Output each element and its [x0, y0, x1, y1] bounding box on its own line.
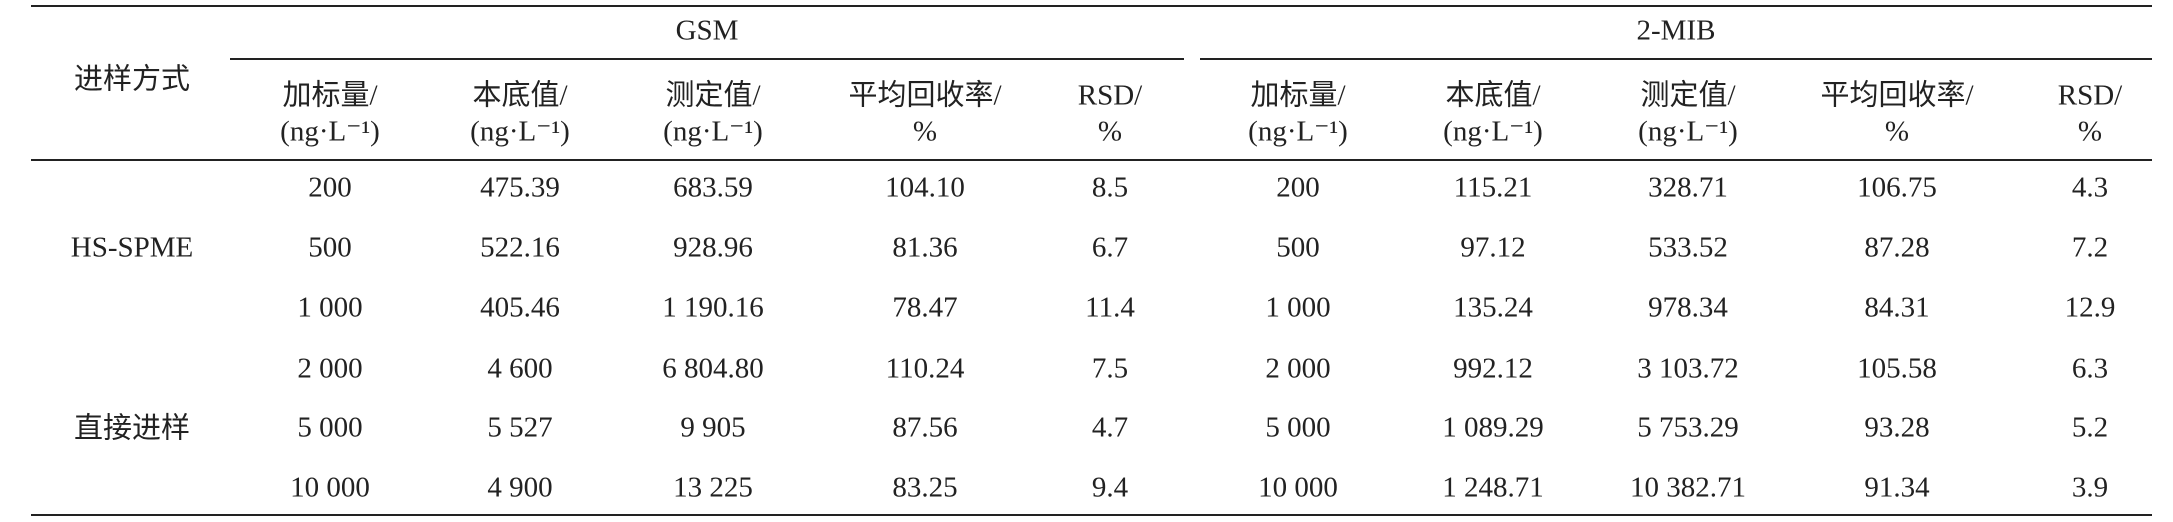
cell: 81.36: [892, 231, 958, 264]
cell: 2 000: [1265, 352, 1331, 385]
cell: 5.2: [2071, 411, 2109, 444]
column-header: %: [2077, 115, 2103, 148]
header-rule: [31, 159, 2152, 161]
column-header: (ng·L⁻¹): [280, 115, 380, 148]
cell: 6.3: [2071, 352, 2109, 385]
cell: 4 600: [487, 352, 553, 385]
column-header: %: [912, 115, 938, 148]
section-label: HS-SPME: [70, 231, 194, 264]
cell: 97.12: [1460, 231, 1526, 264]
cell: 105.58: [1857, 352, 1937, 385]
cell: 6.7: [1091, 231, 1129, 264]
group-rule: [1200, 58, 2152, 60]
column-header: RSD/: [1077, 79, 1143, 112]
top-rule: [31, 5, 2152, 7]
cell: 12.9: [2064, 291, 2116, 324]
column-header: 测定值/: [1640, 79, 1736, 112]
cell: 84.31: [1864, 291, 1930, 324]
cell: 405.46: [480, 291, 560, 324]
cell: 522.16: [480, 231, 560, 264]
cell: 10 000: [1258, 471, 1338, 504]
cell: 91.34: [1864, 471, 1930, 504]
cell: 1 190.16: [662, 291, 764, 324]
cell: 78.47: [892, 291, 958, 324]
column-header: 测定值/: [665, 79, 761, 112]
cell: 93.28: [1864, 411, 1930, 444]
cell: 11.4: [1085, 291, 1135, 324]
cell: 10 000: [290, 471, 370, 504]
cell: 10 382.71: [1630, 471, 1746, 504]
cell: 87.28: [1864, 231, 1930, 264]
bottom-rule: [31, 514, 2152, 516]
cell: 475.39: [480, 171, 560, 204]
cell: 992.12: [1453, 352, 1533, 385]
method-header: 进样方式: [73, 63, 191, 96]
cell: 9.4: [1091, 471, 1129, 504]
cell: 328.71: [1648, 171, 1728, 204]
cell: 5 753.29: [1637, 411, 1739, 444]
cell: 533.52: [1648, 231, 1728, 264]
cell: 500: [308, 231, 352, 264]
cell: 106.75: [1857, 171, 1937, 204]
group-header: 2-MIB: [1636, 14, 1716, 47]
cell: 110.24: [885, 352, 965, 385]
cell: 83.25: [892, 471, 958, 504]
cell: 87.56: [892, 411, 958, 444]
cell: 6 804.80: [662, 352, 764, 385]
group-header: GSM: [675, 14, 739, 47]
column-header: 平均回收率/: [1820, 79, 1974, 112]
group-rule: [230, 58, 1184, 60]
cell: 200: [308, 171, 352, 204]
column-header: %: [1884, 115, 1910, 148]
column-header: (ng·L⁻¹): [663, 115, 763, 148]
section-label: 直接进样: [73, 412, 191, 444]
cell: 2 000: [297, 352, 363, 385]
column-header: RSD/: [2057, 79, 2123, 112]
cell: 683.59: [673, 171, 753, 204]
column-header: 加标量/: [1250, 79, 1346, 112]
cell: 135.24: [1453, 291, 1533, 324]
column-header: 本底值/: [472, 79, 568, 112]
cell: 104.10: [885, 171, 965, 204]
cell: 1 000: [1265, 291, 1331, 324]
cell: 5 000: [1265, 411, 1331, 444]
cell: 115.21: [1453, 171, 1533, 204]
column-header: (ng·L⁻¹): [1443, 115, 1543, 148]
cell: 7.2: [2071, 231, 2109, 264]
cell: 4.3: [2071, 171, 2109, 204]
cell: 1 248.71: [1442, 471, 1544, 504]
column-header: %: [1097, 115, 1123, 148]
cell: 8.5: [1091, 171, 1129, 204]
cell: 5 000: [297, 411, 363, 444]
cell: 978.34: [1648, 291, 1728, 324]
cell: 4 900: [487, 471, 553, 504]
cell: 500: [1276, 231, 1320, 264]
cell: 9 905: [680, 411, 746, 444]
cell: 7.5: [1091, 352, 1129, 385]
cell: 3.9: [2071, 471, 2109, 504]
column-header: 加标量/: [282, 79, 378, 112]
cell: 1 000: [297, 291, 363, 324]
cell: 4.7: [1091, 411, 1129, 444]
column-header: (ng·L⁻¹): [470, 115, 570, 148]
cell: 200: [1276, 171, 1320, 204]
column-header: 本底值/: [1445, 79, 1541, 112]
cell: 5 527: [487, 411, 553, 444]
cell: 3 103.72: [1637, 352, 1739, 385]
cell: 1 089.29: [1442, 411, 1544, 444]
cell: 13 225: [673, 471, 753, 504]
column-header: (ng·L⁻¹): [1248, 115, 1348, 148]
cell: 928.96: [673, 231, 753, 264]
column-header: 平均回收率/: [848, 79, 1002, 112]
column-header: (ng·L⁻¹): [1638, 115, 1738, 148]
